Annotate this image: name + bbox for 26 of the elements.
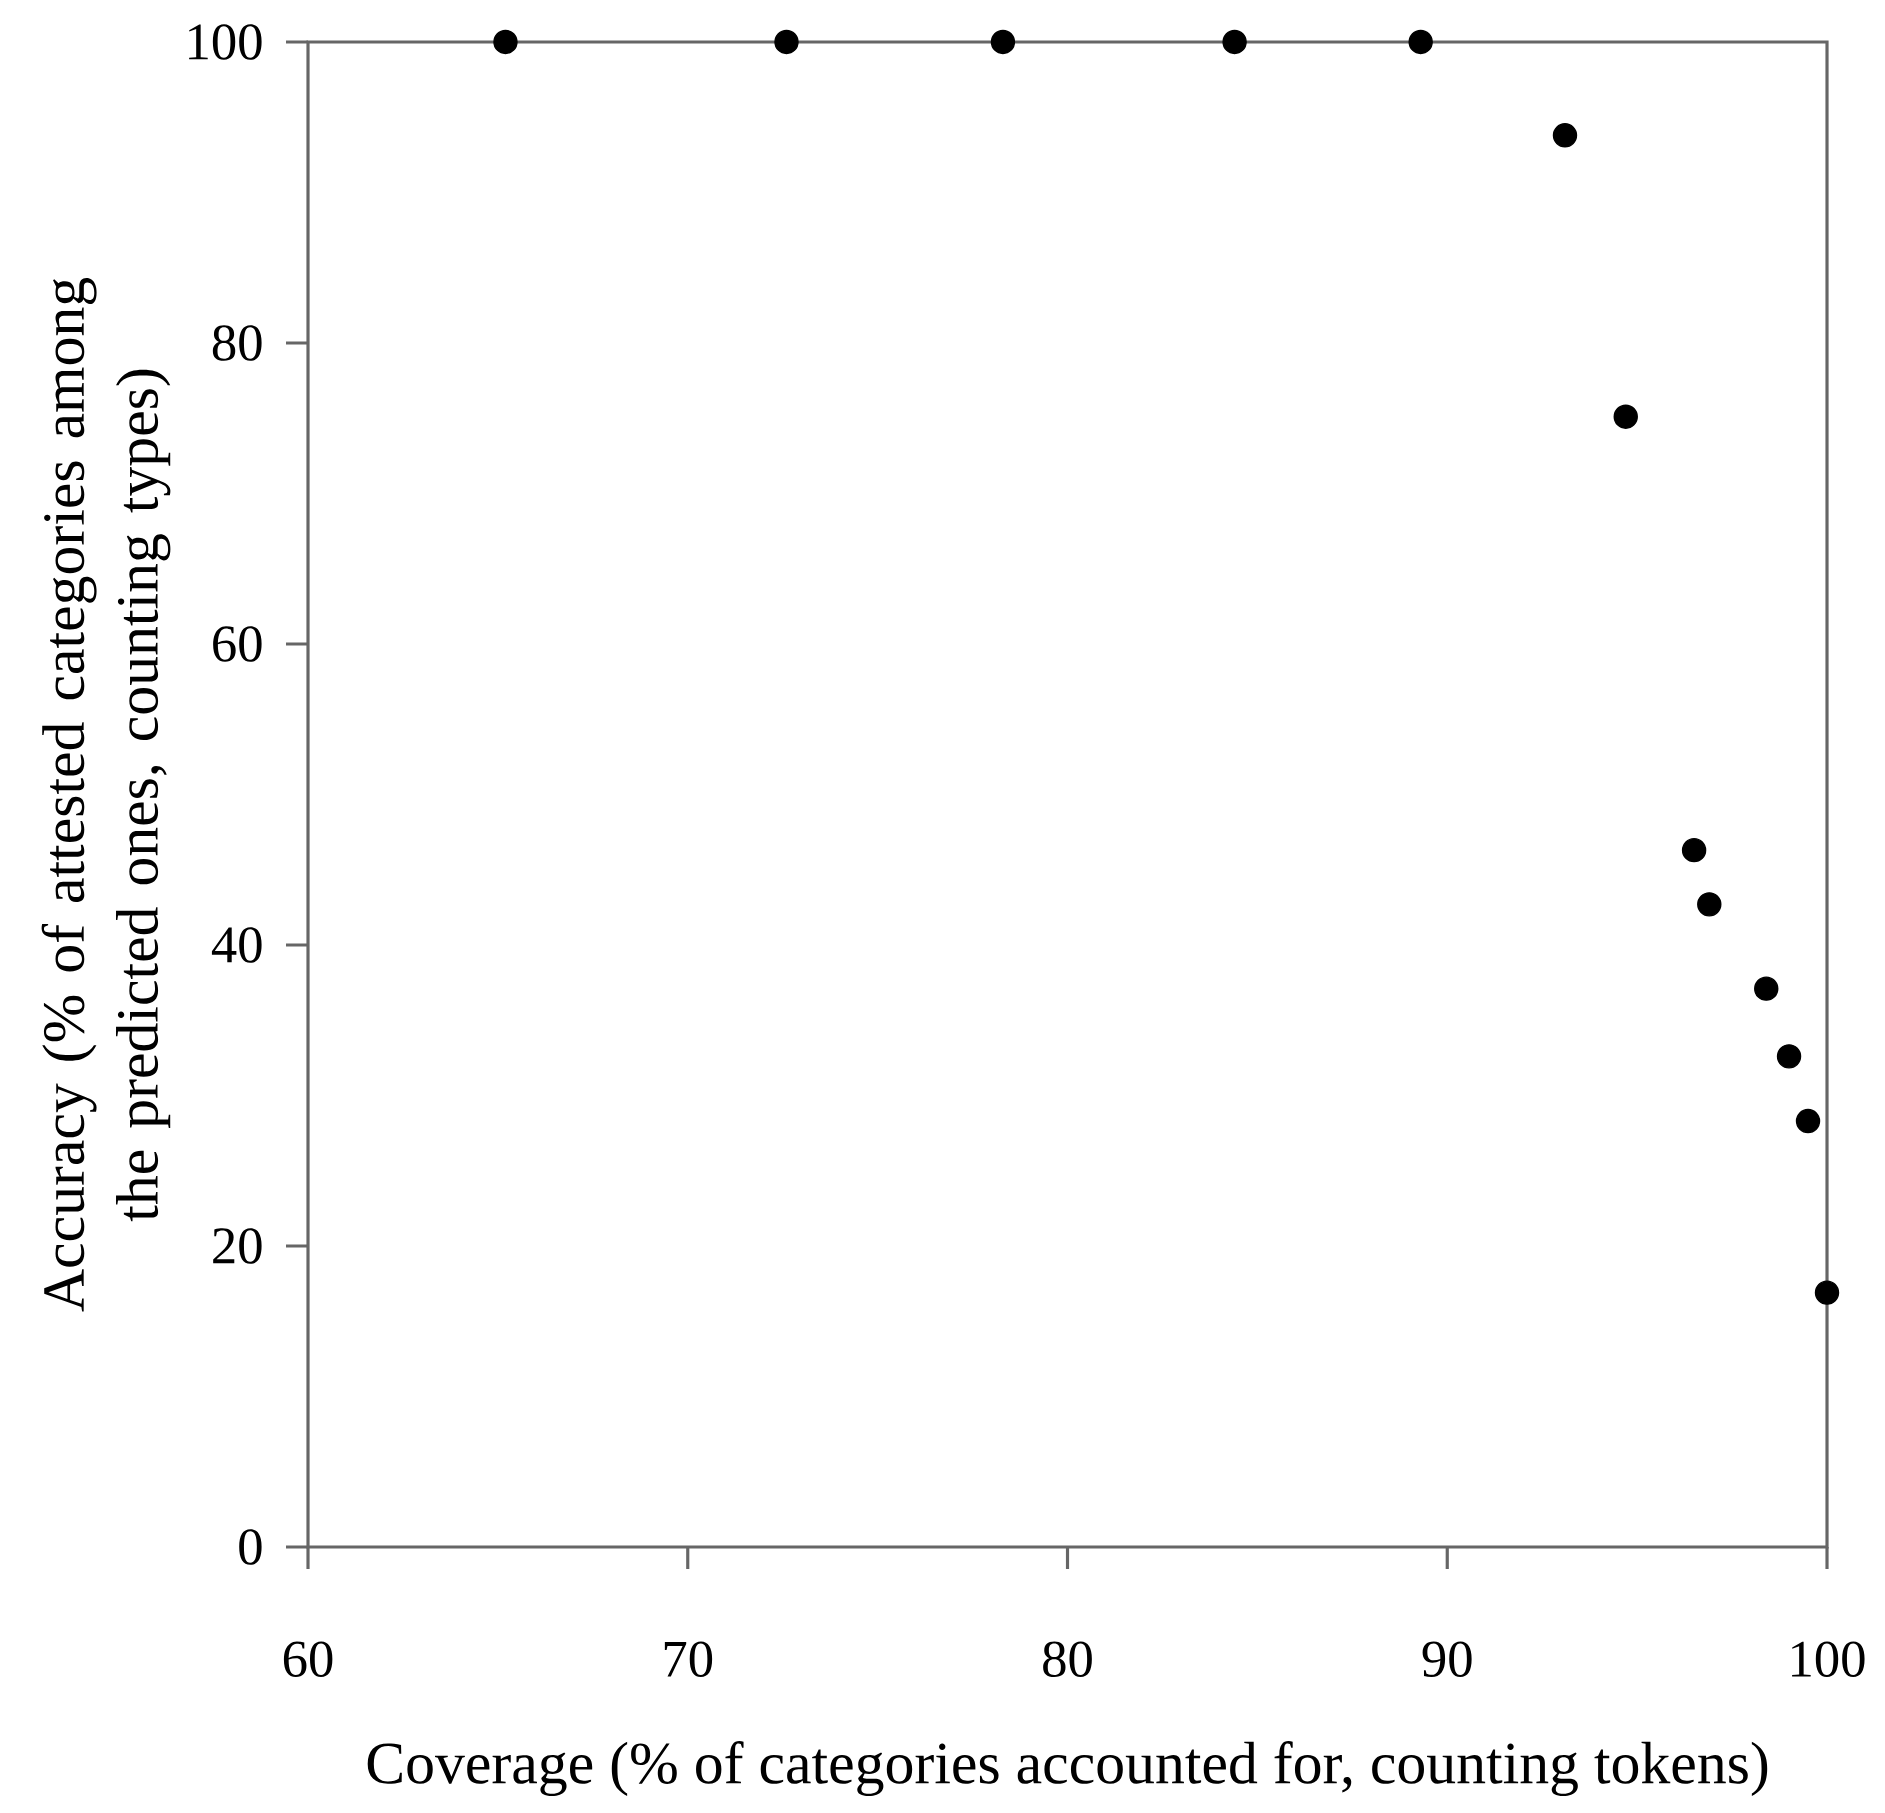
x-tick-label: 100 — [1792, 1641, 1865, 1677]
point — [1776, 1044, 1802, 1069]
point — [990, 29, 1016, 55]
point — [1408, 29, 1433, 55]
y-tick-label: 20 — [213, 1228, 262, 1264]
y-tick-label: 100 — [189, 24, 262, 60]
y-tick-label: 60 — [213, 626, 262, 662]
point — [1552, 123, 1578, 148]
point — [1754, 976, 1779, 1001]
x-tick-label: 90 — [1422, 1641, 1472, 1677]
x-axis-title: Coverage (% of categories accounted for, counting tokens) — [367, 1741, 1768, 1797]
x-tick-label: 80 — [1043, 1641, 1092, 1677]
point — [1681, 837, 1707, 863]
point — [774, 29, 799, 55]
y-tick-label: 80 — [212, 325, 262, 361]
point — [1795, 1108, 1821, 1134]
point — [1814, 1280, 1840, 1305]
y-axis-title: Accuracy (% of attested categories among the predicted ones, counting types) — [41, 277, 171, 1312]
point — [1613, 404, 1638, 429]
x-tick-label: 60 — [283, 1641, 333, 1677]
point — [1222, 29, 1247, 55]
x-tick-label: 70 — [664, 1641, 713, 1677]
y-tick-label: 0 — [239, 1529, 262, 1565]
point — [493, 29, 518, 55]
y-tick-label: 40 — [211, 927, 262, 963]
point — [1697, 892, 1722, 917]
